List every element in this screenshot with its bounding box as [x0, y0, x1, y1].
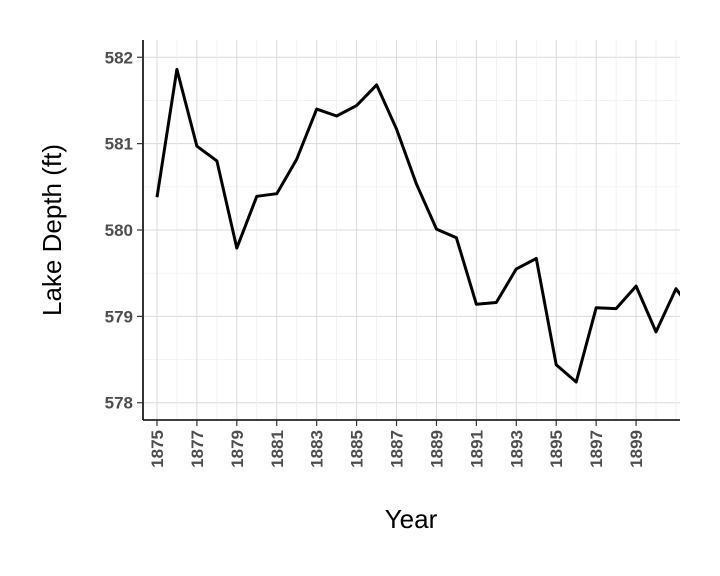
y-tick-label: 580 — [105, 221, 133, 240]
series-line — [155, 67, 680, 384]
x-tick-label: 1889 — [427, 430, 446, 468]
y-tick-label: 582 — [105, 48, 133, 67]
x-tick-label: 1879 — [228, 430, 247, 468]
x-tick-label: 1895 — [547, 430, 566, 468]
x-axis-title: Year — [385, 504, 438, 534]
x-tick-label: 1897 — [587, 430, 606, 468]
x-tick-label: 1891 — [467, 430, 486, 468]
x-tick-label: 1893 — [507, 430, 526, 468]
x-tick-label: 1883 — [308, 430, 327, 468]
x-tick-label: 1881 — [268, 430, 287, 468]
grid — [143, 40, 680, 420]
x-tick-label: 1885 — [348, 430, 367, 468]
x-tick-label: 1875 — [148, 430, 167, 468]
x-tick-label: 1877 — [188, 430, 207, 468]
y-axis-ticks: 578 579 580 581 582 — [105, 48, 143, 413]
y-tick-label: 579 — [105, 307, 133, 326]
x-tick-label: 1887 — [388, 430, 407, 468]
x-tick-label: 1899 — [627, 430, 646, 468]
x-axis-ticks: 1875 1877 1879 1881 1883 1885 1887 1889 1891 1893… — [148, 420, 646, 468]
y-tick-label: 578 — [105, 394, 133, 413]
y-axis-title: Lake Depth (ft) — [37, 144, 67, 316]
y-tick-label: 581 — [105, 135, 133, 154]
